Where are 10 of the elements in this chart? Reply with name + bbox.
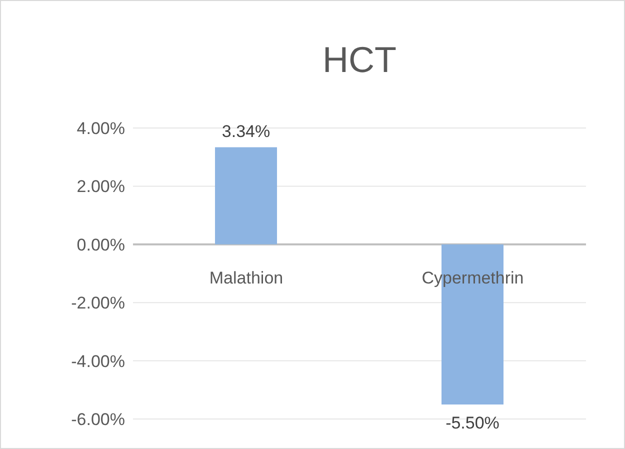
data-label: 3.34%	[222, 122, 270, 142]
chart-title: HCT	[322, 39, 398, 81]
x-tick-label: Malathion	[209, 268, 284, 288]
y-tick-label: 0.00%	[76, 235, 125, 254]
y-tick-label: -2.00%	[71, 294, 125, 313]
y-tick-label: 4.00%	[76, 119, 125, 138]
data-label: -5.50%	[446, 413, 500, 432]
y-tick-label: 2.00%	[76, 177, 125, 196]
y-tick-label: -6.00%	[71, 410, 125, 430]
y-tick-label: -4.00%	[71, 352, 125, 371]
